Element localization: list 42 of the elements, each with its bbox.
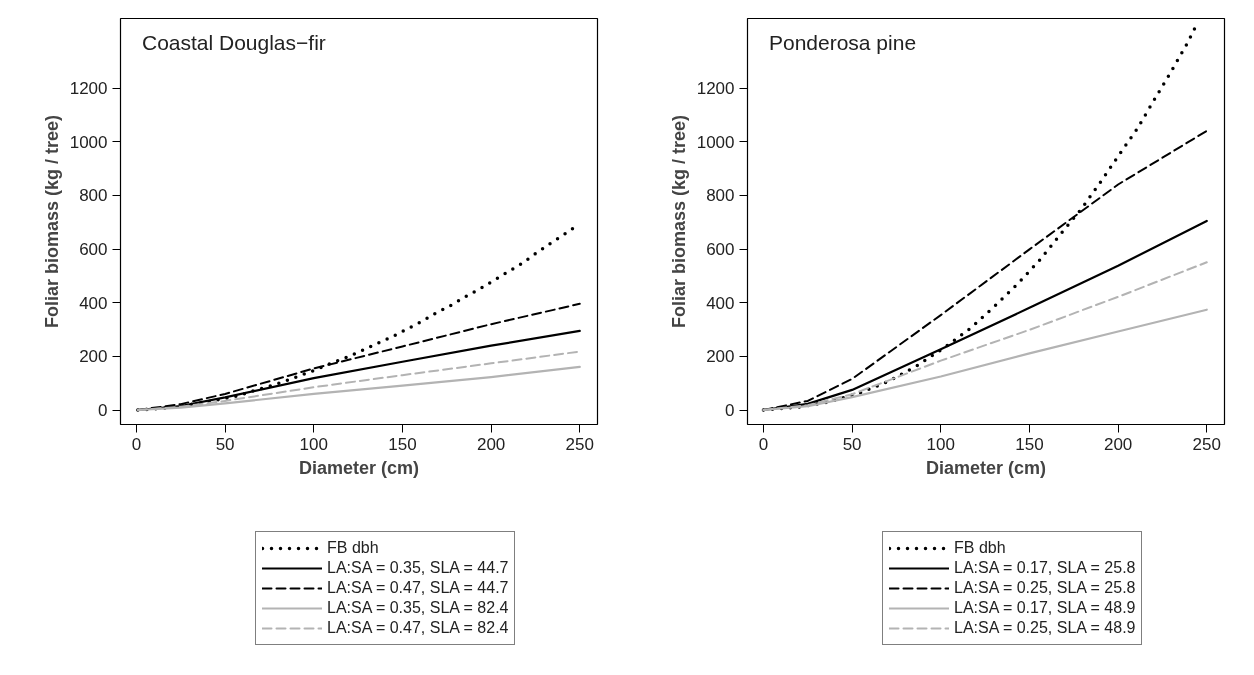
legend-label: LA:SA = 0.35, SLA = 44.7	[327, 559, 509, 577]
x-tick-label: 100	[299, 434, 328, 454]
legend-label: LA:SA = 0.25, SLA = 48.9	[954, 619, 1136, 637]
y-tick-label: 600	[79, 240, 108, 260]
x-tick-label: 50	[842, 434, 862, 454]
x-tick-label: 50	[215, 434, 235, 454]
y-tick-label: 400	[79, 293, 108, 313]
y-tick-label: 800	[79, 186, 108, 206]
legend-label: LA:SA = 0.17, SLA = 25.8	[954, 559, 1136, 577]
legend-label: LA:SA = 0.17, SLA = 48.9	[954, 599, 1136, 617]
x-axis-title: Diameter (cm)	[298, 457, 420, 478]
legend-label: FB dbh	[954, 539, 1006, 557]
legend-label: LA:SA = 0.47, SLA = 82.4	[327, 619, 509, 637]
x-tick-label: 250	[565, 434, 594, 454]
y-tick-label: 1000	[69, 132, 108, 152]
x-tick-label: 0	[758, 434, 769, 454]
legend-label: LA:SA = 0.47, SLA = 44.7	[327, 579, 509, 597]
x-tick-label: 200	[476, 434, 506, 454]
y-tick-label: 1000	[696, 132, 735, 152]
text: Coastal Douglas−fir	[141, 30, 326, 54]
x-tick-label: 250	[1192, 434, 1221, 454]
y-tick-label: 800	[706, 186, 735, 206]
y-tick-label: 600	[706, 240, 735, 260]
y-tick-label: 200	[79, 347, 108, 367]
legend-label: FB dbh	[327, 539, 379, 557]
y-tick-label: 400	[706, 293, 735, 313]
y-tick-label: 1200	[696, 79, 735, 99]
y-tick-label: 0	[98, 401, 108, 421]
x-tick-label: 150	[388, 434, 417, 454]
text: Ponderosa pine	[768, 30, 917, 54]
x-tick-label: 0	[131, 434, 142, 454]
y-tick-label: 200	[706, 347, 735, 367]
y-axis-title: Foliar biomass (kg / tree)	[41, 114, 62, 329]
y-axis-title: Foliar biomass (kg / tree)	[668, 114, 689, 329]
x-tick-label: 100	[926, 434, 955, 454]
legend-label: LA:SA = 0.35, SLA = 82.4	[327, 599, 509, 617]
y-tick-label: 0	[725, 401, 735, 421]
x-axis-title: Diameter (cm)	[925, 457, 1047, 478]
x-tick-label: 150	[1015, 434, 1044, 454]
legend-label: LA:SA = 0.25, SLA = 25.8	[954, 579, 1136, 597]
y-tick-label: 1200	[69, 79, 108, 99]
x-tick-label: 200	[1103, 434, 1133, 454]
